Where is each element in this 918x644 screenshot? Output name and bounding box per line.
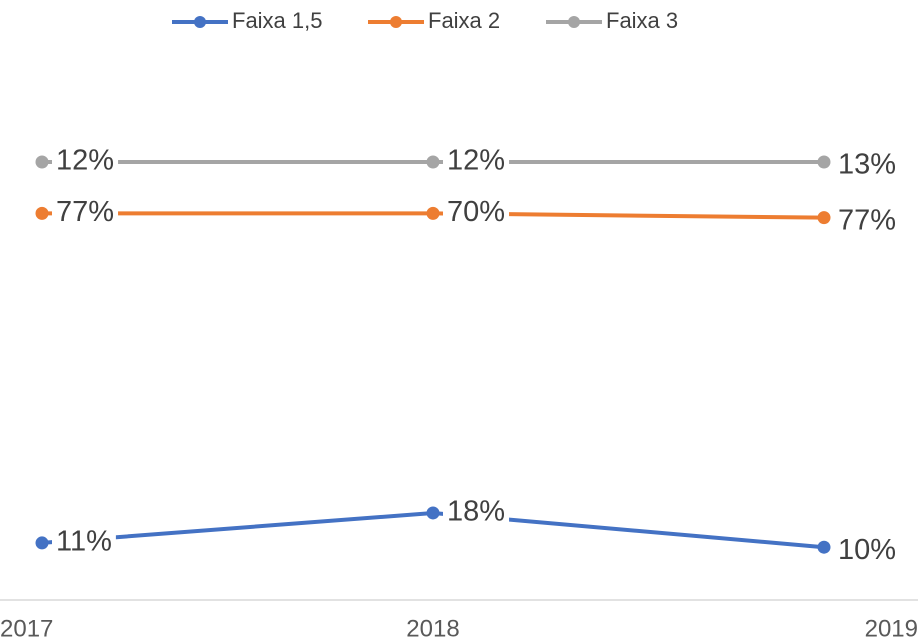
x-tick-label: 2018 — [406, 615, 459, 642]
data-label: 77% — [838, 204, 896, 236]
legend-label: Faixa 2 — [428, 8, 500, 33]
data-label-bg — [52, 195, 119, 232]
x-tick-label: 2017 — [0, 615, 53, 642]
data-label-group: 13% — [834, 148, 901, 184]
data-label: 12% — [447, 145, 505, 177]
data-label-bg — [443, 144, 510, 180]
data-label-bg — [834, 533, 901, 570]
point — [817, 540, 831, 554]
legend-marker — [568, 16, 580, 28]
data-label: 77% — [56, 196, 114, 228]
data-label-group: 77% — [52, 195, 119, 232]
data-label-group: 70% — [443, 195, 510, 232]
data-label-bg — [443, 494, 510, 531]
point — [426, 155, 440, 169]
data-label-group: 18% — [443, 494, 510, 531]
data-label: 18% — [447, 496, 505, 528]
point — [35, 536, 49, 550]
data-label: 12% — [56, 145, 114, 177]
data-label: 11% — [56, 526, 112, 558]
point — [426, 506, 440, 520]
data-label-group: 12% — [52, 144, 119, 180]
data-label: 10% — [838, 534, 896, 566]
legend-label: Faixa 3 — [606, 8, 678, 33]
point — [35, 206, 49, 220]
point — [35, 155, 49, 169]
data-label-bg — [52, 144, 119, 180]
legend-label: Faixa 1,5 — [232, 8, 323, 33]
data-label-group: 11% — [52, 524, 116, 561]
data-label-group: 12% — [443, 144, 510, 180]
data-label-bg — [834, 203, 901, 240]
data-label-group: 10% — [834, 533, 901, 570]
data-label-bg — [52, 524, 116, 561]
data-label: 70% — [447, 196, 505, 228]
data-label: 13% — [838, 149, 896, 181]
x-tick-label: 2019 — [865, 615, 918, 642]
data-label-bg — [443, 195, 510, 232]
point — [817, 155, 831, 169]
point — [426, 206, 440, 220]
legend-marker — [194, 16, 206, 28]
legend-marker — [390, 16, 402, 28]
point — [817, 211, 831, 225]
data-label-bg — [834, 148, 901, 184]
data-label-group: 77% — [834, 203, 901, 240]
